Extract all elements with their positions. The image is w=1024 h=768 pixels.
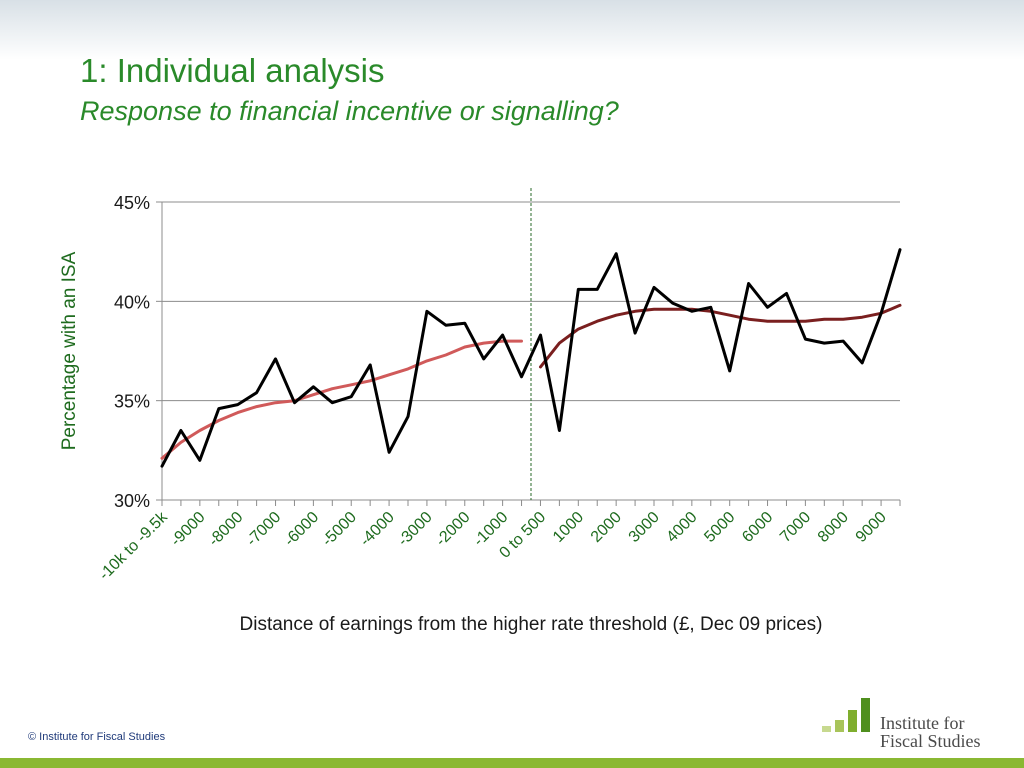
x-tick-label: -7000 <box>243 509 284 550</box>
x-tick-label: -5000 <box>319 509 360 550</box>
isa-share-line <box>160 248 902 468</box>
y-tick-label: 45% <box>114 193 150 213</box>
logo-bars-icon <box>822 698 870 732</box>
logo-wordmark: Institute for Fiscal Studies <box>880 714 981 750</box>
x-tick-label: 6000 <box>739 509 776 546</box>
y-tick-label: 30% <box>114 491 150 511</box>
header-band <box>0 0 1024 60</box>
x-tick-label: 4000 <box>663 509 700 546</box>
x-tick-label: -10k to -9.5k <box>96 508 172 584</box>
page-title: 1: Individual analysis <box>80 52 385 89</box>
x-tick-label: 8000 <box>815 509 852 546</box>
x-tick-label: -6000 <box>281 509 322 550</box>
x-tick-label: -9000 <box>168 509 209 550</box>
x-tick-label: 7000 <box>777 509 814 546</box>
fitted-line-above-threshold <box>539 303 902 369</box>
page-subtitle: Response to financial incentive or signa… <box>80 96 619 126</box>
logo-line-1: Institute for <box>880 713 965 733</box>
y-axis-title: Percentage with an ISA <box>59 251 80 450</box>
x-axis-title: Distance of earnings from the higher rat… <box>239 614 823 635</box>
x-tick-label: 9000 <box>853 509 890 546</box>
x-tick-label: 5000 <box>701 509 738 546</box>
copyright-text: © Institute for Fiscal Studies <box>28 731 166 743</box>
x-tick-label: 2000 <box>588 509 625 546</box>
fitted-line-below-threshold <box>160 339 523 460</box>
footer-bar <box>0 758 1024 768</box>
y-tick-label: 35% <box>114 392 150 412</box>
x-tick-label: -3000 <box>395 509 436 550</box>
x-tick-label: 1000 <box>550 509 587 546</box>
y-tick-label: 40% <box>114 292 150 312</box>
x-tick-label: 3000 <box>626 509 663 546</box>
x-tick-label: -4000 <box>357 509 398 550</box>
x-tick-label: -8000 <box>206 509 247 550</box>
ifs-logo: Institute for Fiscal Studies <box>822 698 1002 752</box>
logo-line-2: Fiscal Studies <box>880 731 981 751</box>
x-tick-label: -2000 <box>433 509 474 550</box>
